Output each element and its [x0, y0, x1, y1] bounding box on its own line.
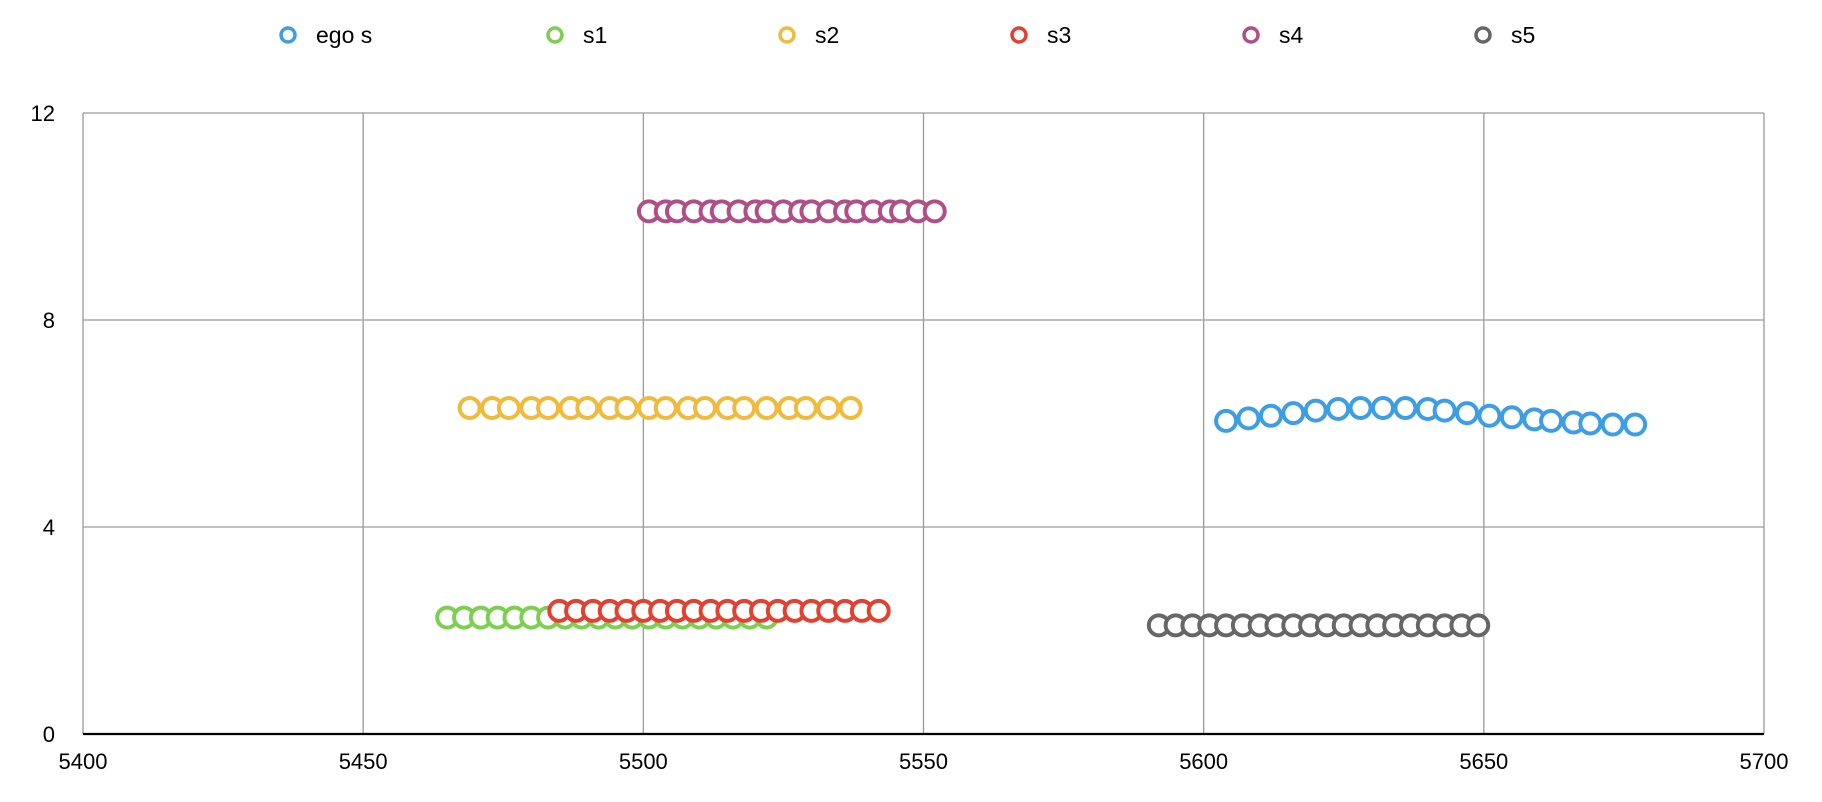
- data-point: [575, 395, 600, 420]
- legend-marker: [1010, 26, 1028, 44]
- data-point: [1578, 411, 1603, 436]
- data-point: [1499, 405, 1524, 430]
- data-point: [1303, 398, 1328, 423]
- data-point: [1236, 406, 1261, 431]
- legend-item: s2: [778, 22, 839, 48]
- data-point: [1393, 395, 1418, 420]
- series-s3: [547, 598, 891, 623]
- legend-marker: [279, 26, 297, 44]
- legend-item: s4: [1242, 22, 1304, 48]
- y-tick-label: 0: [43, 722, 55, 747]
- legend-label: s3: [1047, 22, 1071, 48]
- x-tick-label: 5500: [619, 749, 668, 774]
- data-point: [457, 395, 482, 420]
- legend-item: s3: [1010, 22, 1071, 48]
- data-point: [793, 395, 818, 420]
- data-point: [496, 395, 521, 420]
- x-tick-label: 5550: [899, 749, 948, 774]
- series-s2: [457, 395, 863, 420]
- legend-marker: [546, 26, 564, 44]
- data-point: [536, 395, 561, 420]
- series-s4: [636, 199, 947, 224]
- data-point: [754, 395, 779, 420]
- data-point: [1214, 408, 1239, 433]
- legend-label: s2: [815, 22, 839, 48]
- series-ego-s: [1214, 395, 1648, 437]
- data-point: [1281, 401, 1306, 426]
- x-tick-label: 5700: [1740, 749, 1789, 774]
- legend-marker: [1242, 26, 1260, 44]
- data-point: [866, 598, 891, 623]
- data-point: [816, 395, 841, 420]
- data-point: [1326, 397, 1351, 422]
- x-tick-label: 5450: [339, 749, 388, 774]
- data-point: [653, 395, 678, 420]
- series-s5: [1146, 613, 1491, 638]
- data-point: [1477, 403, 1502, 428]
- legend: ego s s1 s2 s3 s4 s5: [279, 22, 1535, 48]
- legend-item: s5: [1474, 22, 1535, 48]
- legend-item: s1: [546, 22, 607, 48]
- data-point: [1455, 401, 1480, 426]
- x-tick-labels: 5400 5450 5500 5550 5600 5650 5700: [59, 749, 1789, 774]
- legend-item: ego s: [279, 22, 372, 48]
- y-tick-labels: 0 4 8 12: [31, 101, 55, 747]
- data-point: [1539, 408, 1564, 433]
- y-tick-label: 4: [43, 515, 55, 540]
- data-point: [922, 199, 947, 224]
- legend-label: ego s: [316, 22, 372, 48]
- y-tick-label: 12: [31, 101, 55, 126]
- x-tick-label: 5600: [1179, 749, 1228, 774]
- data-point: [732, 395, 757, 420]
- data-point: [1370, 395, 1395, 420]
- data-point: [692, 395, 717, 420]
- legend-label: s4: [1279, 22, 1304, 48]
- y-tick-label: 8: [43, 308, 55, 333]
- data-point: [1623, 412, 1648, 437]
- data-point: [1466, 613, 1491, 638]
- data-points: [435, 199, 1648, 638]
- legend-marker: [1474, 26, 1492, 44]
- x-tick-label: 5650: [1459, 749, 1508, 774]
- legend-marker: [778, 26, 796, 44]
- data-point: [614, 395, 639, 420]
- data-point: [838, 395, 863, 420]
- legend-label: s1: [583, 22, 607, 48]
- data-point: [1258, 403, 1283, 428]
- data-point: [1600, 412, 1625, 437]
- legend-label: s5: [1511, 22, 1535, 48]
- data-point: [1348, 395, 1373, 420]
- data-point: [1432, 398, 1457, 423]
- x-tick-label: 5400: [59, 749, 108, 774]
